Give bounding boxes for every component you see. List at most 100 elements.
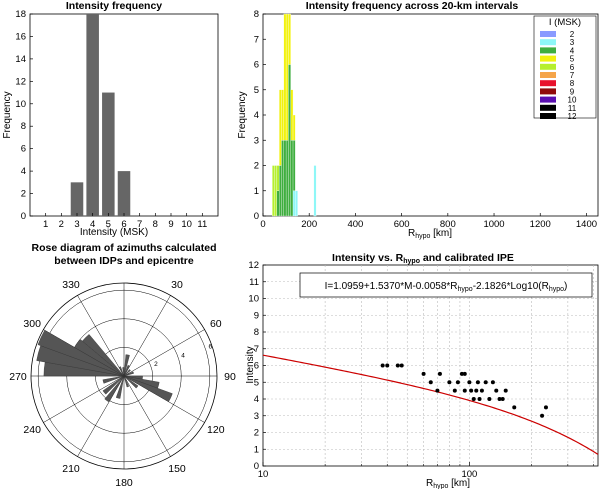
x-tick-label: 9 (168, 219, 173, 230)
rose-radial-label: 2 (154, 361, 158, 368)
legend-label-11: 11 (568, 104, 577, 113)
rose-angle-label: 240 (23, 424, 41, 436)
data-point (435, 388, 440, 393)
data-point (421, 371, 426, 376)
data-point (459, 371, 464, 376)
y-tick-label: 6 (21, 144, 26, 155)
bar-intensity-4 (86, 14, 99, 216)
data-point (462, 388, 467, 393)
panel1-ylabel: Frequency (2, 91, 13, 138)
y-tick-label: 2 (254, 428, 259, 439)
rose-radial-label: 4 (181, 352, 185, 359)
panel1-xlabel: Intensity (MSK) (80, 227, 148, 238)
panel4-ylabel: Intensity (245, 346, 256, 383)
bar-segment-I4 (288, 64, 291, 217)
data-point (479, 388, 484, 393)
legend-label-8: 8 (570, 79, 575, 88)
bar-intensity-3 (70, 182, 84, 216)
data-point (467, 380, 472, 385)
data-point (385, 363, 390, 368)
legend-label-12: 12 (568, 112, 577, 121)
legend-swatch-8 (540, 80, 556, 87)
legend-label-3: 3 (570, 38, 575, 47)
data-point (395, 363, 400, 368)
x-tick-label: 1200 (530, 219, 551, 230)
x-tick-label: 1400 (576, 219, 597, 230)
y-tick-label: 4 (254, 110, 259, 121)
bar-segment-I3 (292, 190, 296, 217)
y-tick-label: 12 (15, 76, 26, 87)
y-tick-label: 3 (254, 411, 259, 422)
bar-segment-I4 (281, 140, 284, 217)
panel2-ylabel: Frequency (237, 91, 248, 138)
rose-angle-label: 270 (9, 371, 27, 383)
y-tick-label: 6 (254, 60, 259, 71)
data-point (477, 397, 482, 401)
data-point (469, 388, 474, 393)
bar-segment-I5 (281, 89, 284, 141)
y-tick-label: 10 (248, 294, 259, 305)
data-point (452, 388, 457, 393)
panel1-title: Intensity frequency (66, 0, 162, 12)
x-tick-label: 600 (394, 219, 410, 230)
equation-box: I=1.0959+1.5370*M-0.0058*Rhypo-2.1826*Lo… (299, 272, 593, 298)
bar-segment-I5 (288, 13, 291, 65)
bar-segment-I3 (295, 190, 298, 217)
y-tick-label: 4 (254, 394, 259, 405)
x-tick-label: 3 (74, 219, 79, 230)
y-tick-label: 2 (254, 161, 259, 172)
rose-angle-label: 90 (224, 371, 236, 383)
bar-intensity-5 (102, 92, 115, 216)
y-tick-label: 5 (254, 377, 259, 388)
bar-segment-I4 (283, 140, 287, 217)
rose-petal (123, 369, 131, 377)
rose-petal (123, 371, 134, 377)
legend-swatch-9 (540, 88, 556, 95)
y-tick-label: 6 (254, 361, 259, 372)
rose-petal (82, 334, 125, 377)
panel-intensity-frequency: Intensity frequency 1 2 3 4 5 6 7 8 9 10 110246810… (2, 0, 219, 238)
y-tick-label: 18 (15, 9, 26, 20)
data-point (497, 397, 502, 401)
data-point (490, 380, 495, 385)
rose-angle-label: 60 (210, 318, 222, 330)
rose-petal (74, 338, 125, 377)
rose-petal (123, 375, 130, 388)
bar-segment-I5 (283, 13, 287, 141)
x-tick-label: 0 (260, 219, 265, 230)
rose-angle-label: 120 (207, 424, 225, 436)
rose-petal (104, 375, 125, 403)
rose-petal (102, 375, 125, 395)
legend-label-4: 4 (570, 46, 575, 55)
x-tick-label: 200 (301, 219, 317, 230)
bar-segment-I4 (290, 140, 294, 217)
rose-angle-label: 150 (168, 463, 186, 475)
bar-segment-I5 (285, 13, 289, 141)
panel2-xlabel: Rhypo [km] (408, 228, 452, 240)
legend-label-5: 5 (570, 55, 575, 64)
ipe-curve (262, 354, 599, 455)
bar-segment-I5 (290, 89, 294, 141)
data-point (494, 388, 499, 393)
bar-segment-I4 (276, 190, 280, 217)
y-tick-label: 14 (15, 54, 26, 65)
x-tick-label: 100 (461, 469, 477, 480)
y-tick-label: 12 (248, 260, 259, 271)
data-point (471, 397, 476, 401)
legend-swatch-10 (540, 96, 556, 103)
panel-intensity-vs-distance: Intensity vs. Rhypo and calibrated IPE 0… (245, 252, 599, 489)
y-tick-label: 0 (21, 211, 26, 222)
y-tick-label: 16 (15, 31, 26, 42)
x-tick-label: 2 (59, 219, 64, 230)
data-point (500, 397, 505, 401)
legend-swatch-5 (540, 55, 556, 62)
data-point (455, 380, 460, 385)
rose-petal (123, 375, 139, 389)
panel3-title-line2: between IDPs and epicentre (54, 255, 194, 267)
y-tick-label: 7 (254, 344, 259, 355)
panel2-title: Intensity frequency across 20-km interva… (306, 0, 519, 12)
rose-angle-label: 30 (171, 279, 183, 291)
x-tick-label: 8 (153, 219, 158, 230)
legend-title: I (MSK) (549, 17, 581, 28)
